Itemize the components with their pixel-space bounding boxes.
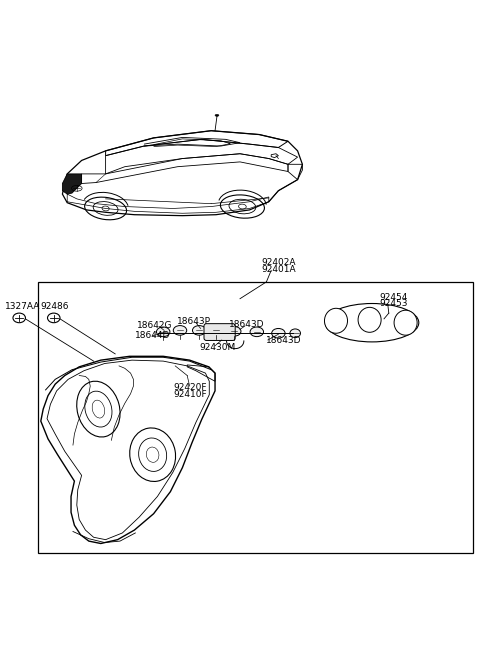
Text: 92486: 92486	[41, 303, 69, 311]
Text: 18643P: 18643P	[177, 317, 211, 326]
Ellipse shape	[209, 326, 223, 335]
Ellipse shape	[250, 327, 264, 337]
Text: 18642G: 18642G	[137, 320, 172, 329]
Ellipse shape	[394, 310, 417, 335]
Text: 18644D: 18644D	[135, 331, 171, 340]
Text: 92430M: 92430M	[199, 343, 236, 352]
Ellipse shape	[324, 309, 348, 333]
Ellipse shape	[290, 329, 300, 337]
Ellipse shape	[228, 327, 241, 336]
Text: 92453: 92453	[379, 299, 408, 309]
Ellipse shape	[156, 327, 170, 337]
Text: 18643D: 18643D	[229, 320, 265, 329]
Text: 92420F: 92420F	[174, 383, 207, 392]
Bar	[38, 282, 473, 553]
Ellipse shape	[272, 328, 285, 338]
Text: 92454: 92454	[379, 293, 408, 302]
Text: 92401A: 92401A	[262, 265, 296, 274]
Ellipse shape	[358, 307, 381, 332]
Ellipse shape	[215, 115, 219, 117]
Text: 18643D: 18643D	[266, 337, 302, 345]
Text: 92410F: 92410F	[174, 390, 207, 399]
Ellipse shape	[173, 326, 187, 335]
Text: 92402A: 92402A	[262, 258, 296, 267]
Text: 1327AA: 1327AA	[5, 303, 40, 311]
FancyBboxPatch shape	[204, 324, 235, 341]
Polygon shape	[62, 174, 82, 194]
Ellipse shape	[192, 326, 206, 335]
